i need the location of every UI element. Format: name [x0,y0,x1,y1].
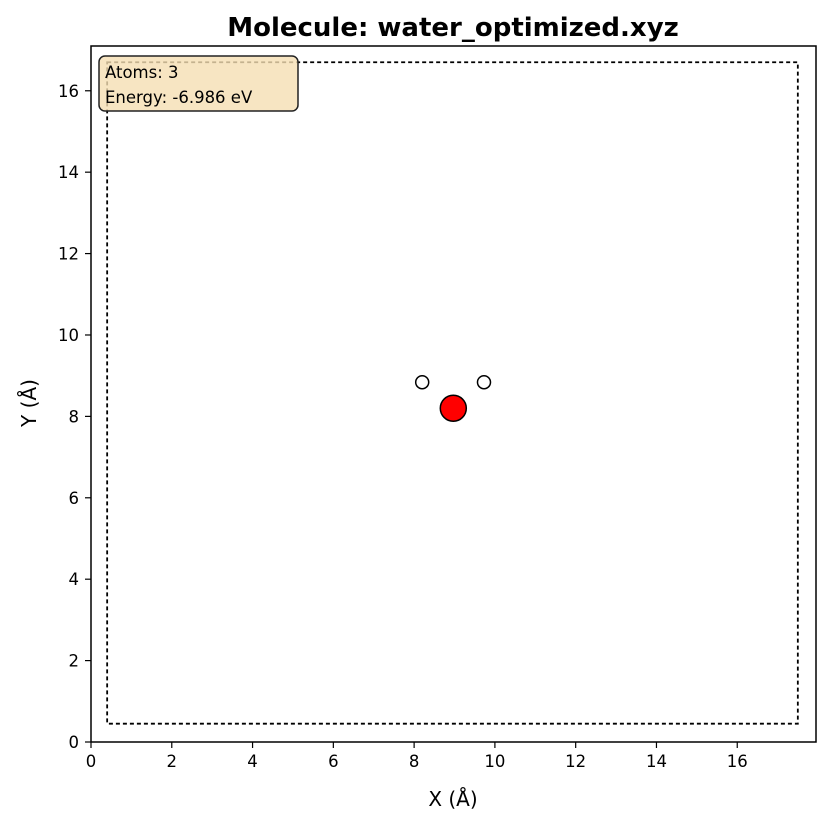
plot-area [106,61,799,725]
atom-o-0 [439,394,468,422]
x-tick-label: 8 [409,752,420,771]
plot-frame [90,45,817,743]
x-tick-label: 0 [86,752,97,771]
x-tick-label: 12 [565,752,586,771]
y-axis-label: Y (Å) [17,379,41,428]
x-axis-label: X (Å) [428,787,477,811]
y-tick-label: 6 [69,489,80,508]
x-tick-label: 6 [328,752,339,771]
y-tick-label: 10 [58,326,79,345]
x-tick-label: 14 [646,752,667,771]
y-tick-label: 0 [69,733,80,752]
info-box: Atoms: 3 Energy: -6.986 eV [98,55,299,112]
atom-h-2 [476,374,492,390]
x-tick-label: 4 [247,752,258,771]
atom-h-1 [414,374,430,390]
x-tick-label: 2 [167,752,178,771]
y-tick-label: 2 [69,652,80,671]
x-tick-label: 10 [484,752,505,771]
y-tick-label: 8 [69,407,80,426]
info-box-background [98,55,299,112]
info-energy: Energy: -6.986 eV [105,88,253,107]
x-tick-label: 16 [727,752,748,771]
y-tick-label: 14 [58,163,79,182]
y-tick-label: 12 [58,245,79,264]
info-atoms-count: Atoms: 3 [105,63,179,82]
chart-title: Molecule: water_optimized.xyz [227,13,679,43]
y-tick-label: 4 [69,570,80,589]
cell-boundary-box [106,61,799,725]
y-tick-label: 16 [58,82,79,101]
y-axis-ticks: 0 2 4 6 8 10 12 14 16 [58,82,91,752]
x-axis-ticks: 0 2 4 6 8 10 12 14 16 [86,742,748,771]
